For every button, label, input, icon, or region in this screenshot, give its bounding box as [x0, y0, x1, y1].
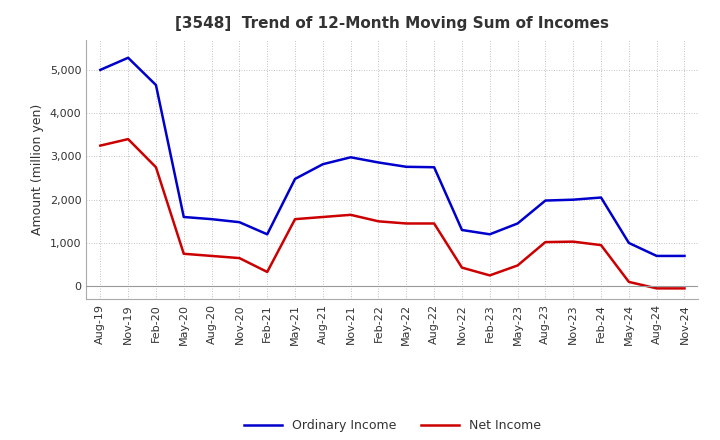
- Net Income: [569, 239, 577, 244]
- Ordinary Income: [652, 253, 661, 259]
- Ordinary Income: [207, 216, 216, 222]
- Ordinary Income: [291, 176, 300, 182]
- Net Income: [179, 251, 188, 257]
- Ordinary Income: [263, 231, 271, 237]
- Ordinary Income: [152, 82, 161, 88]
- Ordinary Income: [430, 165, 438, 170]
- Legend: Ordinary Income, Net Income: Ordinary Income, Net Income: [239, 414, 546, 437]
- Ordinary Income: [124, 55, 132, 60]
- Ordinary Income: [680, 253, 689, 259]
- Y-axis label: Amount (million yen): Amount (million yen): [32, 104, 45, 235]
- Net Income: [485, 273, 494, 278]
- Net Income: [207, 253, 216, 259]
- Ordinary Income: [235, 220, 243, 225]
- Net Income: [402, 221, 410, 226]
- Net Income: [652, 286, 661, 291]
- Ordinary Income: [485, 231, 494, 237]
- Net Income: [235, 256, 243, 261]
- Ordinary Income: [318, 161, 327, 167]
- Ordinary Income: [597, 195, 606, 200]
- Net Income: [624, 279, 633, 285]
- Ordinary Income: [624, 240, 633, 246]
- Net Income: [96, 143, 104, 148]
- Net Income: [318, 214, 327, 220]
- Net Income: [263, 269, 271, 275]
- Net Income: [680, 286, 689, 291]
- Net Income: [346, 212, 355, 217]
- Net Income: [152, 165, 161, 170]
- Ordinary Income: [179, 214, 188, 220]
- Net Income: [291, 216, 300, 222]
- Line: Net Income: Net Income: [100, 139, 685, 288]
- Ordinary Income: [569, 197, 577, 202]
- Ordinary Income: [96, 67, 104, 73]
- Ordinary Income: [458, 227, 467, 233]
- Ordinary Income: [541, 198, 550, 203]
- Ordinary Income: [402, 164, 410, 169]
- Net Income: [458, 265, 467, 270]
- Ordinary Income: [374, 160, 383, 165]
- Title: [3548]  Trend of 12-Month Moving Sum of Incomes: [3548] Trend of 12-Month Moving Sum of I…: [176, 16, 609, 32]
- Net Income: [513, 263, 522, 268]
- Net Income: [541, 239, 550, 245]
- Net Income: [124, 136, 132, 142]
- Net Income: [597, 242, 606, 248]
- Net Income: [430, 221, 438, 226]
- Net Income: [374, 219, 383, 224]
- Ordinary Income: [346, 154, 355, 160]
- Line: Ordinary Income: Ordinary Income: [100, 58, 685, 256]
- Ordinary Income: [513, 221, 522, 226]
